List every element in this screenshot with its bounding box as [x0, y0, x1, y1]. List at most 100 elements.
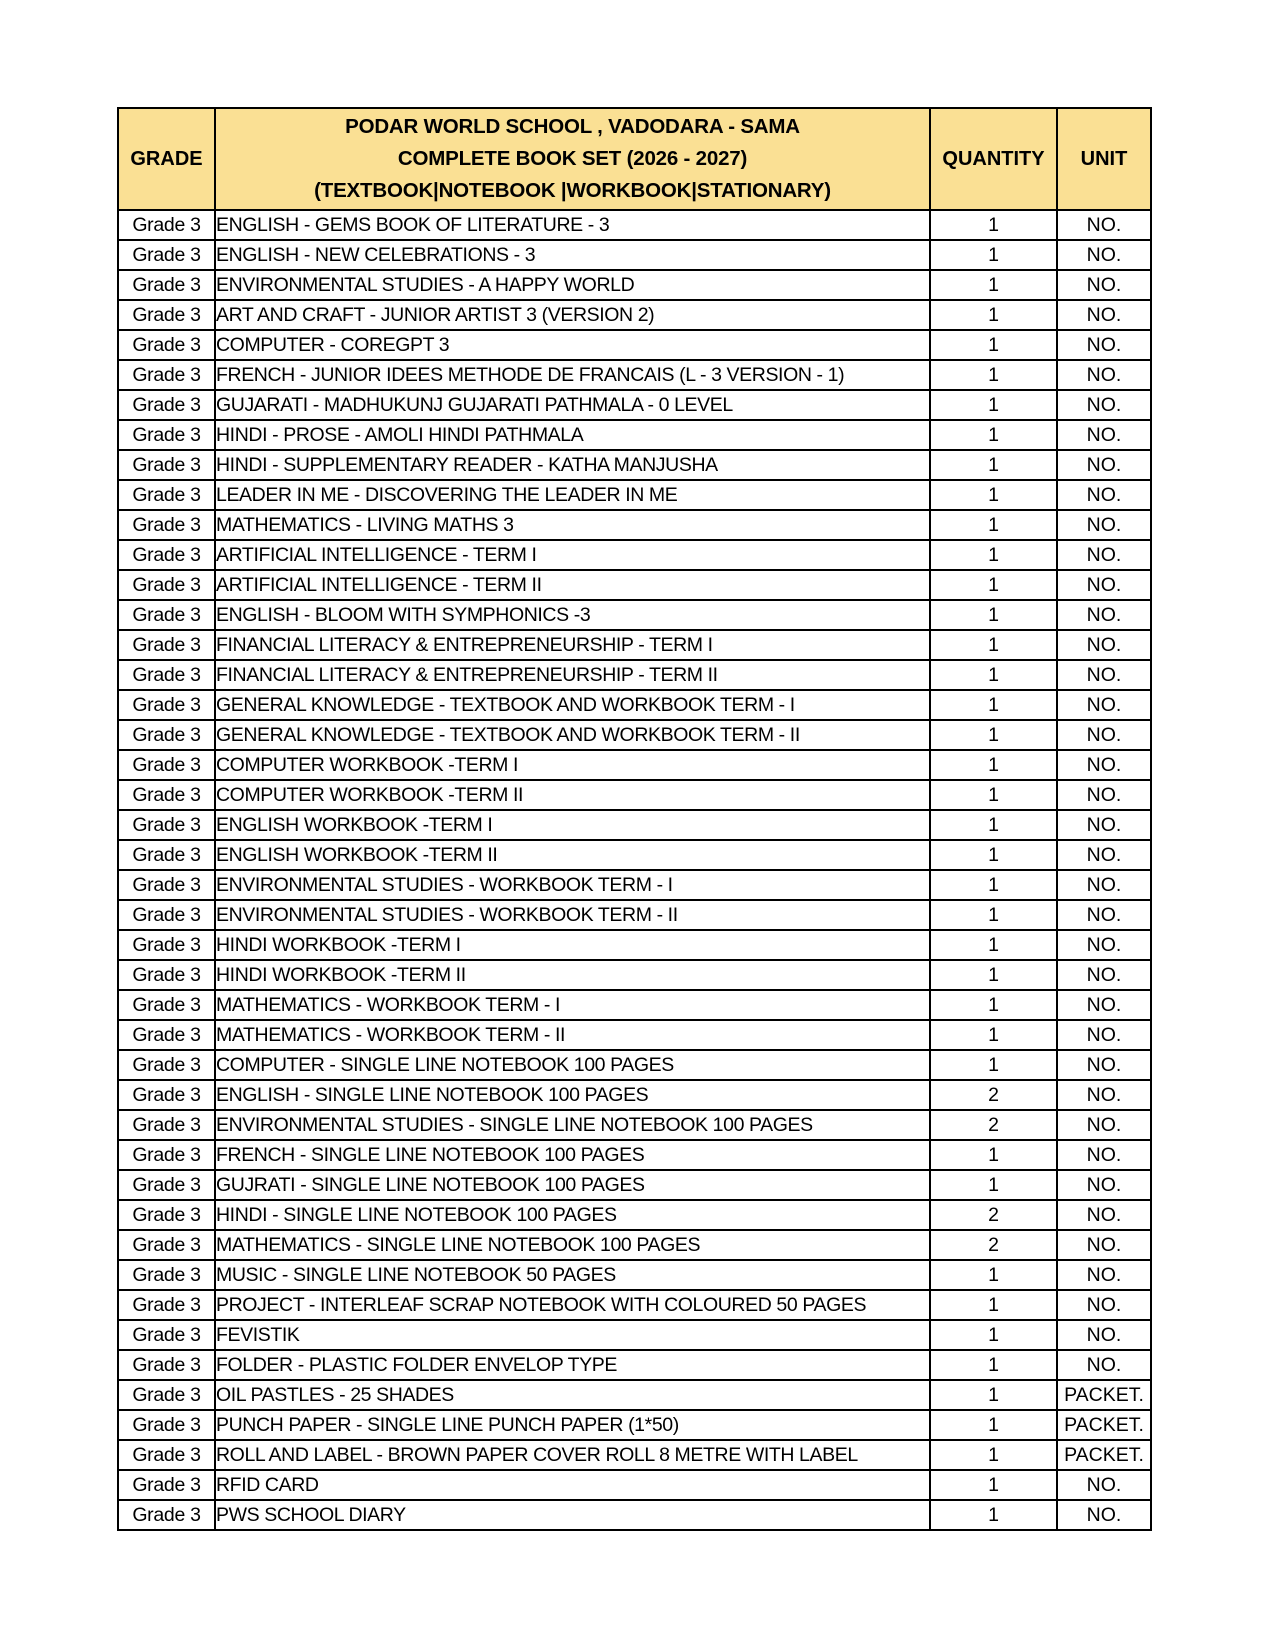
item-description: MUSIC - SINGLE LINE NOTEBOOK 50 PAGES — [214, 1259, 931, 1291]
grade-value: Grade 3 — [117, 569, 216, 601]
table-row: Grade 3 ARTIFICIAL INTELLIGENCE - TERM II… — [117, 569, 1152, 601]
unit-value: NO. — [1056, 959, 1152, 991]
category-subtitle: (TEXTBOOK|NOTEBOOK |WORKBOOK|STATIONARY) — [314, 179, 831, 202]
table-row: Grade 3 ENGLISH WORKBOOK -TERM I 1 NO. — [117, 809, 1152, 841]
item-description: HINDI WORKBOOK -TERM I — [214, 929, 931, 961]
grade-value: Grade 3 — [117, 1499, 216, 1531]
item-description: ARTIFICIAL INTELLIGENCE - TERM I — [214, 539, 931, 571]
grade-value: Grade 3 — [117, 479, 216, 511]
unit-value: NO. — [1056, 239, 1152, 271]
table-row: Grade 3 HINDI WORKBOOK -TERM II 1 NO. — [117, 959, 1152, 991]
unit-value: NO. — [1056, 839, 1152, 871]
table-row: Grade 3 HINDI - PROSE - AMOLI HINDI PATHM… — [117, 419, 1152, 451]
grade-value: Grade 3 — [117, 1049, 216, 1081]
item-description: ENGLISH - SINGLE LINE NOTEBOOK 100 PAGES — [214, 1079, 931, 1111]
grade-value: Grade 3 — [117, 389, 216, 421]
table-row: Grade 3 MATHEMATICS - SINGLE LINE NOTEBOO… — [117, 1229, 1152, 1261]
item-description: HINDI - PROSE - AMOLI HINDI PATHMALA — [214, 419, 931, 451]
grade-value: Grade 3 — [117, 989, 216, 1021]
table-row: Grade 3 ENVIRONMENTAL STUDIES - WORKBOOK … — [117, 869, 1152, 901]
grade-value: Grade 3 — [117, 659, 216, 691]
table-row: Grade 3 GENERAL KNOWLEDGE - TEXTBOOK AND … — [117, 689, 1152, 721]
unit-value: NO. — [1056, 419, 1152, 451]
grade-value: Grade 3 — [117, 1409, 216, 1441]
item-description: FOLDER - PLASTIC FOLDER ENVELOP TYPE — [214, 1349, 931, 1381]
item-description: GENERAL KNOWLEDGE - TEXTBOOK AND WORKBOO… — [214, 689, 931, 721]
grade-value: Grade 3 — [117, 509, 216, 541]
quantity-value: 1 — [929, 659, 1058, 691]
item-description: FRENCH - JUNIOR IDEES METHODE DE FRANCAI… — [214, 359, 931, 391]
unit-value: NO. — [1056, 209, 1152, 241]
unit-value: NO. — [1056, 1049, 1152, 1081]
grade-value: Grade 3 — [117, 1019, 216, 1051]
quantity-value: 1 — [929, 1349, 1058, 1381]
quantity-value: 1 — [929, 689, 1058, 721]
unit-value: NO. — [1056, 779, 1152, 811]
quantity-value: 1 — [929, 449, 1058, 481]
item-description: ENVIRONMENTAL STUDIES - WORKBOOK TERM - … — [214, 899, 931, 931]
item-description: MATHEMATICS - WORKBOOK TERM - II — [214, 1019, 931, 1051]
table-row: Grade 3 FINANCIAL LITERACY & ENTREPRENEUR… — [117, 629, 1152, 661]
quantity-value: 1 — [929, 509, 1058, 541]
table-row: Grade 3 FRENCH - SINGLE LINE NOTEBOOK 100… — [117, 1139, 1152, 1171]
quantity-value: 1 — [929, 239, 1058, 271]
grade-value: Grade 3 — [117, 359, 216, 391]
table-row: Grade 3 FEVISTIK 1 NO. — [117, 1319, 1152, 1351]
item-description: ENGLISH WORKBOOK -TERM II — [214, 839, 931, 871]
unit-value: NO. — [1056, 509, 1152, 541]
unit-value: NO. — [1056, 329, 1152, 361]
grade-value: Grade 3 — [117, 959, 216, 991]
item-description: ENGLISH - GEMS BOOK OF LITERATURE - 3 — [214, 209, 931, 241]
table-row: Grade 3 GUJRATI - SINGLE LINE NOTEBOOK 10… — [117, 1169, 1152, 1201]
header-row: GRADE PODAR WORLD SCHOOL , VADODARA - SA… — [117, 107, 1152, 211]
table-row: Grade 3 COMPUTER WORKBOOK -TERM II 1 NO. — [117, 779, 1152, 811]
unit-value: PACKET. — [1056, 1409, 1152, 1441]
quantity-value: 2 — [929, 1199, 1058, 1231]
table-row: Grade 3 COMPUTER WORKBOOK -TERM I 1 NO. — [117, 749, 1152, 781]
unit-value: NO. — [1056, 1499, 1152, 1531]
quantity-value: 1 — [929, 1379, 1058, 1411]
table-row: Grade 3 ENVIRONMENTAL STUDIES - SINGLE LI… — [117, 1109, 1152, 1141]
unit-value: NO. — [1056, 809, 1152, 841]
quantity-value: 1 — [929, 599, 1058, 631]
item-description: MATHEMATICS - LIVING MATHS 3 — [214, 509, 931, 541]
quantity-value: 1 — [929, 989, 1058, 1021]
table-row: Grade 3 ENVIRONMENTAL STUDIES - WORKBOOK … — [117, 899, 1152, 931]
quantity-value: 1 — [929, 269, 1058, 301]
item-description: ENVIRONMENTAL STUDIES - WORKBOOK TERM - … — [214, 869, 931, 901]
quantity-value: 1 — [929, 209, 1058, 241]
item-description: GUJRATI - SINGLE LINE NOTEBOOK 100 PAGES — [214, 1169, 931, 1201]
quantity-value: 1 — [929, 629, 1058, 661]
table-row: Grade 3 ENGLISH - BLOOM WITH SYMPHONICS -… — [117, 599, 1152, 631]
grade-value: Grade 3 — [117, 329, 216, 361]
table-header: GRADE PODAR WORLD SCHOOL , VADODARA - SA… — [117, 107, 1152, 211]
grade-value: Grade 3 — [117, 1169, 216, 1201]
unit-value: NO. — [1056, 479, 1152, 511]
quantity-value: 1 — [929, 1409, 1058, 1441]
unit-value: PACKET. — [1056, 1379, 1152, 1411]
item-description: FINANCIAL LITERACY & ENTREPRENEURSHIP - … — [214, 659, 931, 691]
quantity-value: 2 — [929, 1229, 1058, 1261]
quantity-value: 1 — [929, 1169, 1058, 1201]
quantity-value: 1 — [929, 299, 1058, 331]
unit-value: NO. — [1056, 1109, 1152, 1141]
quantity-value: 1 — [929, 539, 1058, 571]
grade-value: Grade 3 — [117, 1289, 216, 1321]
quantity-value: 1 — [929, 479, 1058, 511]
grade-value: Grade 3 — [117, 629, 216, 661]
quantity-value: 1 — [929, 1289, 1058, 1321]
item-description: ART AND CRAFT - JUNIOR ARTIST 3 (VERSION… — [214, 299, 931, 331]
unit-column-header: UNIT — [1056, 107, 1152, 211]
table-row: Grade 3 OIL PASTLES - 25 SHADES 1 PACKET. — [117, 1379, 1152, 1411]
table-row: Grade 3 ENGLISH - GEMS BOOK OF LITERATURE… — [117, 209, 1152, 241]
unit-value: NO. — [1056, 1139, 1152, 1171]
table-row: Grade 3 FOLDER - PLASTIC FOLDER ENVELOP T… — [117, 1349, 1152, 1381]
grade-value: Grade 3 — [117, 1229, 216, 1261]
table-row: Grade 3 PUNCH PAPER - SINGLE LINE PUNCH P… — [117, 1409, 1152, 1441]
unit-value: NO. — [1056, 389, 1152, 421]
quantity-value: 1 — [929, 929, 1058, 961]
quantity-value: 1 — [929, 839, 1058, 871]
unit-value: NO. — [1056, 719, 1152, 751]
